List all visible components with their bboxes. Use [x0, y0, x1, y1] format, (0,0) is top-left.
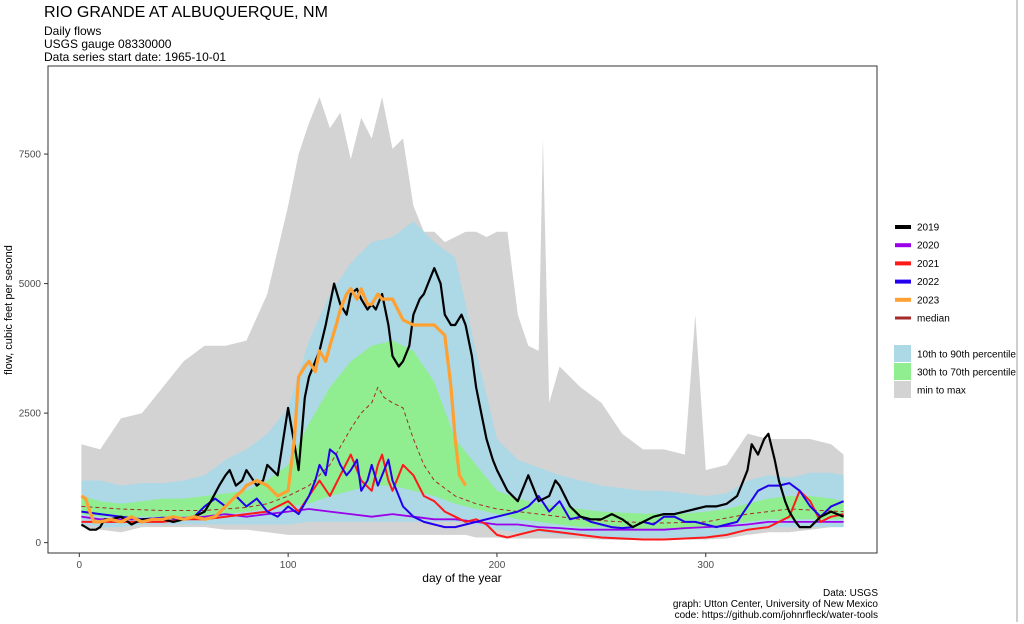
y-axis-label: flow, cubic feet per second: [3, 245, 15, 375]
legend-label-median: median: [917, 314, 950, 325]
chart-subtitle-line-3: Data series start date: 1965-10-01: [44, 50, 227, 64]
series-layer: [80, 267, 845, 541]
series-line-2021: [81, 453, 844, 541]
band-30-70-percentile: [81, 340, 844, 530]
x-tick-label: 0: [77, 560, 83, 571]
caption-line-1: Data: USGS: [822, 588, 878, 599]
series-line-2019: [80, 267, 845, 531]
series-line-median: [81, 386, 844, 524]
legend-swatch-band-2: [894, 381, 911, 398]
chart-title: RIO GRANDE AT ALBUQUERQUE, NM: [44, 4, 328, 21]
series-line-2023: [80, 287, 467, 524]
y-tick-label: 7500: [19, 150, 42, 161]
y-tick-label: 5000: [19, 279, 42, 290]
caption-line-2: graph: Utton Center, University of New M…: [672, 599, 878, 610]
legend-label-2019: 2019: [917, 223, 940, 234]
legend-label-2020: 2020: [917, 241, 940, 252]
legend-label-band-0: 10th to 90th percentile: [917, 350, 1016, 361]
x-tick-label: 300: [697, 560, 714, 571]
legend-label-band-2: min to max: [917, 386, 966, 397]
chart-subtitle-line-2: USGS gauge 08330000: [44, 37, 172, 51]
legend-swatch-band-0: [894, 345, 911, 362]
chart-subtitle-line-1: Daily flows: [44, 24, 102, 38]
legend-label-2022: 2022: [917, 277, 940, 288]
axis-layer: 0 100 200 300 0 2500 5000 7500: [19, 150, 715, 571]
y-tick-label: 2500: [19, 409, 42, 420]
legend-label-2023: 2023: [917, 295, 940, 306]
y-tick-label: 0: [35, 538, 41, 549]
x-tick-label: 100: [280, 560, 297, 571]
legend-label-2021: 2021: [917, 259, 940, 270]
x-axis-label: day of the year: [422, 571, 501, 585]
legend-swatch-band-1: [894, 363, 911, 380]
series-line-2022: [81, 448, 844, 530]
band-10-90-percentile: [81, 221, 844, 538]
legend: 2019 2020 2021 2022 2023 median 10th to 90th p…: [894, 223, 1016, 398]
caption-line-3: code: https://github.com/johnrfleck/wate…: [674, 610, 878, 621]
x-tick-label: 200: [489, 560, 506, 571]
panel-border: [47, 65, 878, 554]
legend-label-band-1: 30th to 70th percentile: [917, 368, 1016, 379]
